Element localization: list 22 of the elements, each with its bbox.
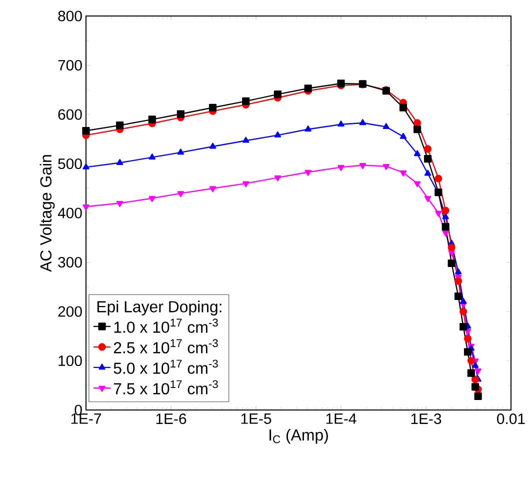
x-tick-label: 1E-4 — [326, 414, 356, 424]
y-tick-label: 700 — [58, 60, 82, 71]
x-tick-label: 1E-6 — [156, 414, 186, 424]
y-tick-label: 400 — [58, 208, 82, 218]
x-tick-label: 1E-5 — [241, 414, 272, 424]
x-tick-label: 1E-7 — [71, 414, 102, 424]
y-tick-label: 100 — [58, 355, 82, 366]
x-axis-title: I$_{C}$ (Amp) — [270, 428, 328, 444]
y-tick-label: 600 — [58, 109, 82, 120]
legend-label: 5.0 x 10$^{17}$ cm$^{-3}$ — [114, 360, 218, 374]
legend-label: 2.5 x 10$^{17}$ cm$^{-3}$ — [114, 339, 218, 354]
y-tick-label: 0 — [74, 404, 82, 416]
y-tick-label: 800 — [58, 10, 82, 22]
y-tick-label: 300 — [58, 256, 82, 268]
legend-label: 7.5 x 10$^{17}$ cm$^{-3}$ — [114, 380, 218, 394]
y-axis-title: AC Voltage Gain — [40, 155, 55, 272]
y-tick-label: 200 — [58, 306, 82, 317]
y-tick-label: 500 — [58, 158, 82, 170]
legend-label: 1.0 x 10$^{17}$ cm$^{-3}$ — [114, 318, 218, 333]
x-tick-label: 1E-3 — [411, 414, 442, 424]
legend-title: Epi Layer Doping: — [97, 300, 222, 316]
x-tick-label: 0.01 — [497, 414, 525, 424]
